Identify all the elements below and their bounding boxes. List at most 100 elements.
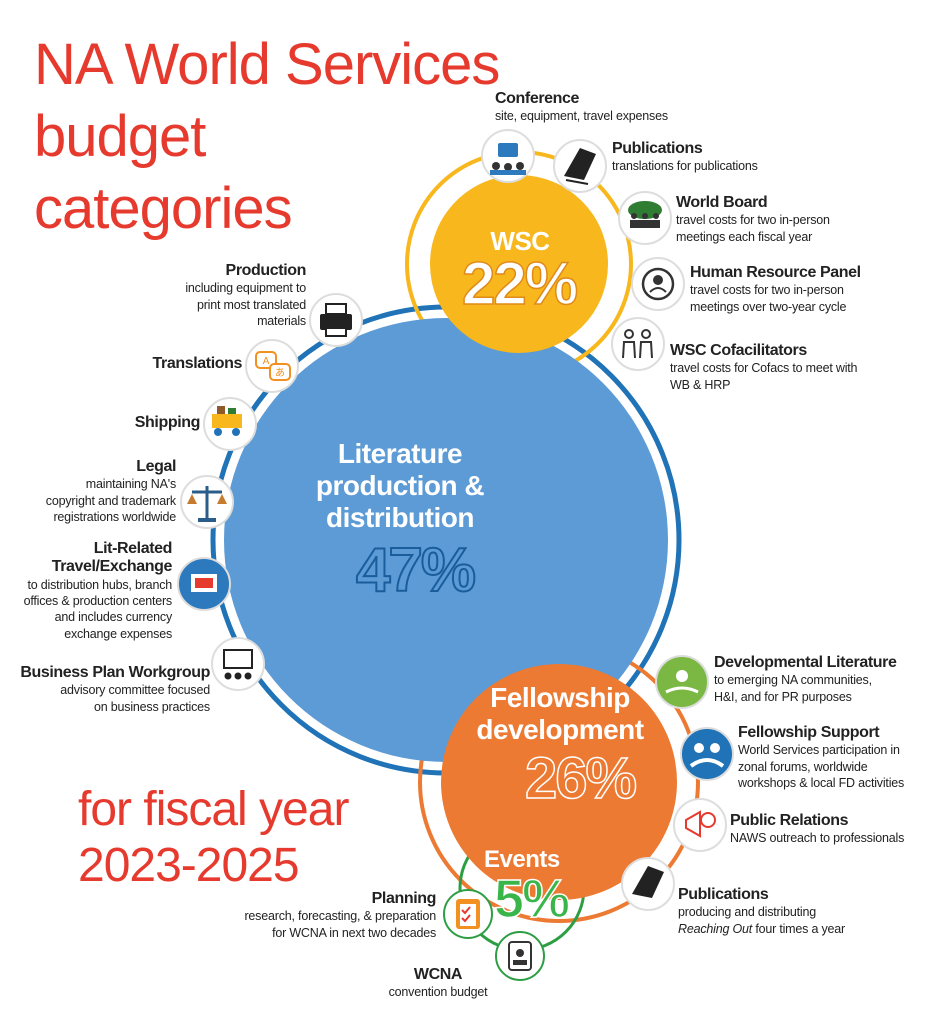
wsc-item-desc: WB & HRP: [670, 377, 731, 392]
fellowship-percent: 26%: [524, 746, 638, 811]
lit-item-desc: copyright and trademark: [45, 493, 176, 508]
wsc-item-desc: translations for publications: [612, 159, 758, 174]
planning-clipboard-icon: [443, 889, 493, 939]
title-line-3: categories: [34, 176, 293, 241]
lit-item-legal: Legal maintaining NA's copyright and tra…: [10, 458, 177, 525]
fd-item-public-relations: Public Relations NAWS outreach to profes…: [730, 812, 904, 847]
publications-icon: [553, 139, 607, 193]
fd-item-desc: zonal forums, worldwide: [738, 759, 868, 774]
lit-item-desc: exchange expenses: [64, 626, 172, 641]
cofacilitators-icon: [611, 317, 665, 371]
events-item-wcna: WCNA convention budget: [378, 966, 498, 1001]
lit-item-business-plan: Business Plan Workgroup advisory committ…: [10, 664, 210, 715]
world-board-icon: [618, 191, 672, 245]
lit-item-desc: advisory committee focused: [60, 683, 210, 698]
conference-icon: [481, 129, 535, 183]
lit-item-title: Shipping: [134, 414, 201, 431]
scales-icon: [180, 475, 234, 529]
fd-item-desc: World Services participation in: [738, 743, 900, 758]
lit-item-desc: print most translated: [196, 297, 306, 312]
wsc-item-desc: meetings over two-year cycle: [690, 299, 847, 314]
fellowship-circle: [441, 664, 677, 900]
fiscal-line-1: for fiscal year: [78, 783, 349, 836]
events-item-desc: for WCNA in next two decades: [272, 925, 436, 940]
lit-item-production: Production including equipment to print …: [104, 262, 306, 329]
wsc-item-publications: Publications translations for publicatio…: [612, 140, 758, 175]
lit-item-desc: and includes currency: [54, 610, 173, 625]
wsc-item-desc: travel costs for two in-person: [690, 283, 844, 298]
lit-item-title: Business Plan Workgroup: [20, 664, 210, 681]
events-item-desc: research, forecasting, & preparation: [244, 909, 436, 924]
fd-item-desc: H&I, and for PR purposes: [714, 689, 852, 704]
fd-item-desc-tail: four times a year: [752, 921, 846, 936]
hr-panel-icon: [631, 257, 685, 311]
fd-item-publications: Publications producing and distributing …: [678, 886, 845, 937]
events-item-title: Planning: [371, 890, 437, 907]
title-line-1: NA World Services: [34, 32, 500, 97]
wsc-item-hr-panel: Human Resource Panel travel costs for tw…: [690, 264, 861, 315]
events-item-title: WCNA: [413, 966, 463, 983]
fellowship-support-icon: [680, 727, 734, 781]
translation-icon: A あ: [245, 339, 299, 393]
wsc-percent: 22%: [461, 250, 579, 317]
wcna-badge-icon: [495, 931, 545, 981]
lit-item-title: Production: [225, 262, 307, 279]
lit-item-desc: materials: [257, 313, 306, 328]
svg-text:A: A: [263, 356, 270, 367]
public-relations-icon: [673, 798, 727, 852]
fd-item-title: Developmental Literature: [714, 654, 897, 671]
lit-item-desc: including equipment to: [185, 281, 306, 296]
printer-icon: [309, 293, 363, 347]
literature-label-line-2: production &: [315, 470, 485, 501]
literature-label-line-3: distribution: [326, 502, 474, 533]
lit-item-desc: on business practices: [93, 699, 210, 714]
lit-item-desc: registrations worldwide: [53, 509, 176, 524]
lit-item-translations: Translations: [60, 355, 243, 373]
reaching-out-title: Reaching Out: [678, 921, 753, 936]
lit-item-title: Legal: [136, 458, 176, 475]
fd-item-title: Publications: [678, 886, 769, 903]
lit-item-title: Translations: [152, 355, 243, 372]
workgroup-icon: [211, 637, 265, 691]
fellowship-label-line-1: Fellowship: [490, 682, 630, 713]
wsc-item-cofacilitators: WSC Cofacilitators travel costs for Cofa…: [670, 342, 858, 393]
fd-item-desc: NAWS outreach to professionals: [730, 831, 905, 846]
events-item-desc: convention budget: [388, 985, 488, 1000]
wsc-item-desc: travel costs for two in-person: [676, 213, 830, 228]
lit-item-shipping: Shipping: [40, 414, 201, 432]
wsc-item-desc: travel costs for Cofacs to meet with: [670, 361, 858, 376]
fd-item-dev-literature: Developmental Literature to emerging NA …: [714, 654, 897, 705]
lit-item-title: Lit-Related: [93, 540, 173, 557]
wsc-item-title: Publications: [612, 140, 703, 157]
fd-item-title: Fellowship Support: [738, 724, 880, 741]
dev-literature-icon: [655, 655, 709, 709]
lit-item-desc: offices & production centers: [23, 594, 173, 609]
wsc-item-title: World Board: [676, 194, 768, 211]
wsc-item-conference: Conference site, equipment, travel expen…: [495, 90, 668, 125]
wsc-item-desc: site, equipment, travel expenses: [495, 109, 668, 124]
literature-label-line-1: Literature: [337, 438, 463, 469]
fd-item-desc: to emerging NA communities,: [714, 673, 872, 688]
fellowship-label-line-2: development: [476, 714, 644, 745]
events-label: Events: [484, 846, 560, 873]
events-percent: 5%: [493, 869, 571, 929]
literature-percent: 47%: [355, 536, 477, 605]
title-line-2: budget: [34, 104, 206, 169]
fd-item-desc-2: Reaching Out four times a year: [678, 921, 845, 937]
literature-circle: [224, 318, 668, 762]
fiscal-line-2: 2023-2025: [78, 839, 300, 892]
fd-item-desc: workshops & local FD activities: [738, 775, 905, 790]
fd-item-fellowship-support: Fellowship Support World Services partic…: [738, 724, 904, 791]
lit-item-desc: maintaining NA's: [85, 477, 176, 492]
wsc-item-title: Human Resource Panel: [690, 264, 861, 281]
travel-exchange-icon: [177, 557, 231, 611]
lit-item-desc: to distribution hubs, branch: [27, 577, 173, 592]
fd-item-desc: producing and distributing: [678, 905, 816, 920]
publications-icon: [621, 857, 675, 911]
lit-item-title-2: Travel/Exchange: [51, 558, 173, 576]
wsc-item-title: WSC Cofacilitators: [670, 342, 807, 359]
wsc-label: WSC: [490, 226, 550, 256]
events-item-planning: Planning research, forecasting, & prepar…: [200, 890, 436, 941]
